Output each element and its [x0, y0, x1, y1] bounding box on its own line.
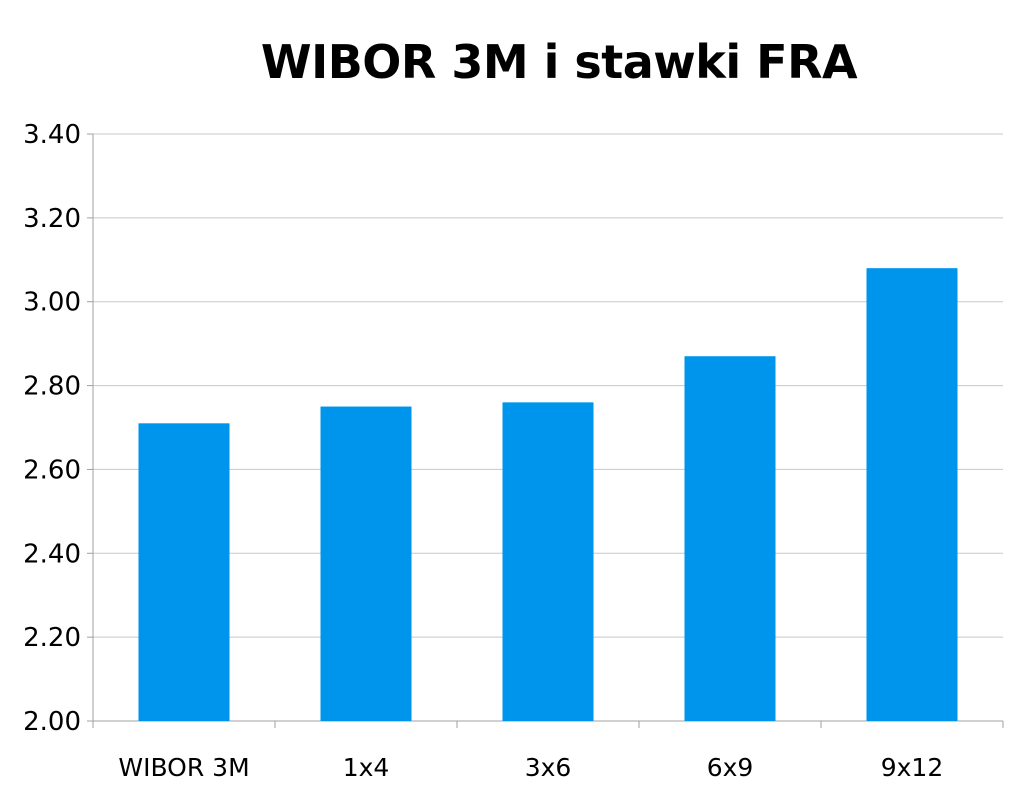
y-tick-label: 2.60: [23, 455, 81, 485]
y-tick-label: 3.20: [23, 204, 81, 234]
chart-title: WIBOR 3M i stawki FRA: [260, 35, 858, 89]
bar: [320, 406, 412, 721]
bars: [138, 268, 958, 721]
y-tick-label: 2.00: [23, 707, 81, 737]
y-tick-label: 2.20: [23, 623, 81, 653]
y-tick-label: 3.00: [23, 288, 81, 318]
x-category-label: WIBOR 3M: [118, 753, 249, 782]
y-axis-tick-labels: 2.00 2.20 2.40 2.60 2.80 3.00 3.20 3.40: [23, 120, 81, 737]
bar: [502, 402, 594, 721]
bar: [138, 423, 230, 721]
x-category-label: 6x9: [707, 753, 754, 782]
bar: [684, 356, 776, 721]
y-tick-label: 2.40: [23, 539, 81, 569]
x-category-label: 9x12: [881, 753, 944, 782]
bar: [866, 268, 958, 721]
x-axis-category-labels: WIBOR 3M 1x4 3x6 6x9 9x12: [118, 753, 943, 782]
x-category-label: 1x4: [343, 753, 390, 782]
y-tick-label: 3.40: [23, 120, 81, 150]
x-category-label: 3x6: [525, 753, 572, 782]
y-tick-label: 2.80: [23, 372, 81, 402]
